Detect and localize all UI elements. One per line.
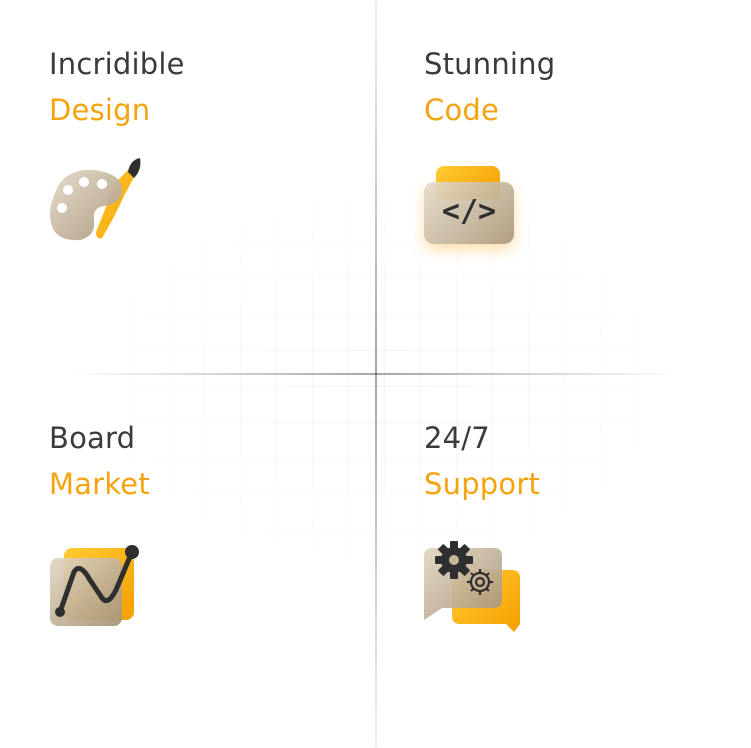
support-icon — [424, 541, 520, 632]
feature-design: Incridible Design — [49, 50, 185, 125]
horizontal-divider — [70, 373, 680, 375]
feature-market: Board Market — [49, 424, 150, 499]
feature-title-bottom: Code — [424, 93, 500, 127]
chart-icon — [50, 545, 139, 626]
feature-title-bottom: Support — [424, 467, 541, 501]
feature-title-top: Stunning — [424, 47, 556, 81]
feature-title-top: Board — [49, 421, 136, 455]
feature-support: 24/7 Support — [424, 424, 540, 499]
feature-title-bottom: Design — [49, 93, 151, 127]
code-glyph: </> — [441, 194, 497, 229]
background-grid — [60, 170, 700, 590]
feature-title-top: 24/7 — [424, 421, 490, 455]
code-icon: </> — [424, 166, 520, 248]
feature-code: Stunning Code — [424, 50, 555, 125]
feature-title-top: Incridible — [49, 47, 185, 81]
palette-icon — [50, 158, 141, 241]
vertical-divider — [375, 0, 377, 748]
feature-title-bottom: Market — [49, 467, 150, 501]
